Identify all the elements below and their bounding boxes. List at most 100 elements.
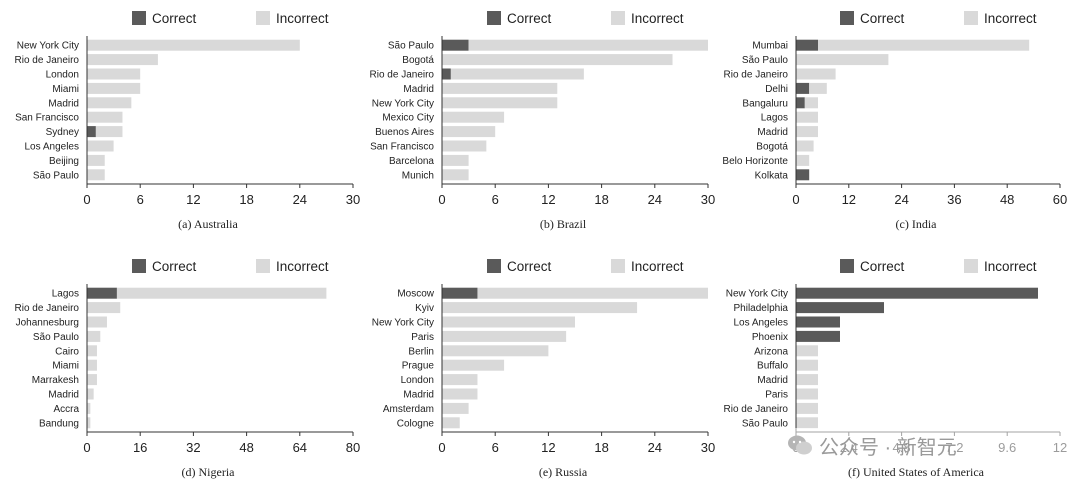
category-label: Beijing <box>49 156 79 167</box>
bar-incorrect <box>95 126 123 138</box>
bar-incorrect <box>87 39 300 51</box>
legend-label-correct: Correct <box>507 259 552 274</box>
bar-incorrect <box>796 68 836 80</box>
legend-swatch-correct <box>487 11 501 25</box>
legend-swatch-incorrect <box>964 11 978 25</box>
x-tick-label: 64 <box>293 440 307 455</box>
bar-incorrect <box>87 169 105 181</box>
category-label: London <box>401 375 434 386</box>
x-tick-label: 12 <box>541 192 555 207</box>
bar-incorrect <box>442 126 496 138</box>
category-label: Bangaluru <box>742 98 788 109</box>
wechat-icon <box>788 435 812 455</box>
category-label: Delhi <box>765 84 788 95</box>
x-tick-label: 48 <box>1000 192 1014 207</box>
chart-caption: (f) United States of America <box>848 465 985 479</box>
x-tick-label: 24 <box>648 192 662 207</box>
bar-incorrect <box>796 345 818 357</box>
bar-correct <box>87 126 96 138</box>
bar-incorrect <box>87 330 101 342</box>
bar-incorrect <box>796 374 818 386</box>
bar-incorrect <box>87 54 158 66</box>
bar-incorrect <box>796 140 814 152</box>
legend-label-incorrect: Incorrect <box>276 259 329 274</box>
x-tick-label: 0 <box>83 440 90 455</box>
bar-correct <box>796 302 884 314</box>
legend-swatch-incorrect <box>256 11 270 25</box>
category-label: Madrid <box>757 375 788 386</box>
bar-incorrect <box>796 417 818 429</box>
category-label: Berlin <box>408 346 434 357</box>
x-tick-label: 18 <box>594 192 608 207</box>
category-label: Phoenix <box>752 332 788 343</box>
x-tick-label: 6 <box>492 440 499 455</box>
bar-incorrect <box>442 316 575 328</box>
bar-incorrect <box>87 345 97 357</box>
bar-incorrect <box>804 97 818 109</box>
bar-incorrect <box>442 374 478 386</box>
category-label: São Paulo <box>33 332 80 343</box>
bar-correct <box>796 316 840 328</box>
category-label: São Paulo <box>742 418 789 429</box>
legend-label-incorrect: Incorrect <box>631 259 684 274</box>
bar-incorrect <box>796 54 889 66</box>
bar-incorrect <box>87 417 91 429</box>
x-tick-label: 16 <box>133 440 147 455</box>
chart-caption: (a) Australia <box>178 217 238 231</box>
bar-incorrect <box>796 402 818 414</box>
bar-incorrect <box>442 154 469 166</box>
bar-incorrect <box>818 39 1030 51</box>
bar-incorrect <box>442 82 558 94</box>
category-label: Rio de Janeiro <box>724 404 789 415</box>
bar-incorrect <box>87 154 105 166</box>
bar-incorrect <box>809 82 827 94</box>
category-label: Bandung <box>39 418 79 429</box>
bar-incorrect <box>87 359 97 371</box>
category-label: London <box>46 70 79 81</box>
chart-caption: (b) Brazil <box>540 217 587 231</box>
bar-incorrect <box>442 402 469 414</box>
x-tick-label: 30 <box>346 192 360 207</box>
category-label: Belo Horizonte <box>722 156 788 167</box>
category-label: Los Angeles <box>25 142 80 153</box>
category-label: Barcelona <box>389 156 434 167</box>
x-tick-label: 0 <box>438 440 445 455</box>
category-label: Mumbai <box>752 41 788 52</box>
legend-swatch-incorrect <box>611 259 625 273</box>
category-label: Madrid <box>48 390 79 401</box>
bar-incorrect <box>87 388 94 400</box>
category-label: Johannesburg <box>16 318 79 329</box>
category-label: Paris <box>411 332 434 343</box>
bar-incorrect <box>116 287 327 299</box>
category-label: Los Angeles <box>734 318 789 329</box>
bar-incorrect <box>442 417 460 429</box>
x-tick-label: 80 <box>346 440 360 455</box>
bar-incorrect <box>87 316 107 328</box>
category-label: Rio de Janeiro <box>370 70 435 81</box>
category-label: San Francisco <box>15 113 79 124</box>
category-label: Bogotá <box>756 142 788 153</box>
category-label: Lagos <box>52 289 79 300</box>
bar-correct <box>442 39 469 51</box>
legend-label-correct: Correct <box>152 11 197 26</box>
category-label: Rio de Janeiro <box>15 55 80 66</box>
bar-correct <box>442 287 478 299</box>
x-tick-label: 0 <box>792 192 799 207</box>
legend-label-incorrect: Incorrect <box>984 11 1037 26</box>
category-label: New York City <box>17 41 79 52</box>
category-label: Moscow <box>397 289 434 300</box>
category-label: São Paulo <box>742 55 789 66</box>
category-label: Madrid <box>403 84 434 95</box>
bar-incorrect <box>87 402 91 414</box>
category-label: São Paulo <box>33 170 80 181</box>
bar-correct <box>796 97 805 109</box>
category-label: San Francisco <box>370 142 434 153</box>
category-label: Mexico City <box>382 113 434 124</box>
category-label: Sydney <box>46 127 79 138</box>
legend-swatch-correct <box>132 259 146 273</box>
bar-incorrect <box>87 374 97 386</box>
bar-incorrect <box>442 111 505 123</box>
bar-incorrect <box>87 302 121 314</box>
category-label: São Paulo <box>388 41 435 52</box>
category-label: Rio de Janeiro <box>724 70 789 81</box>
